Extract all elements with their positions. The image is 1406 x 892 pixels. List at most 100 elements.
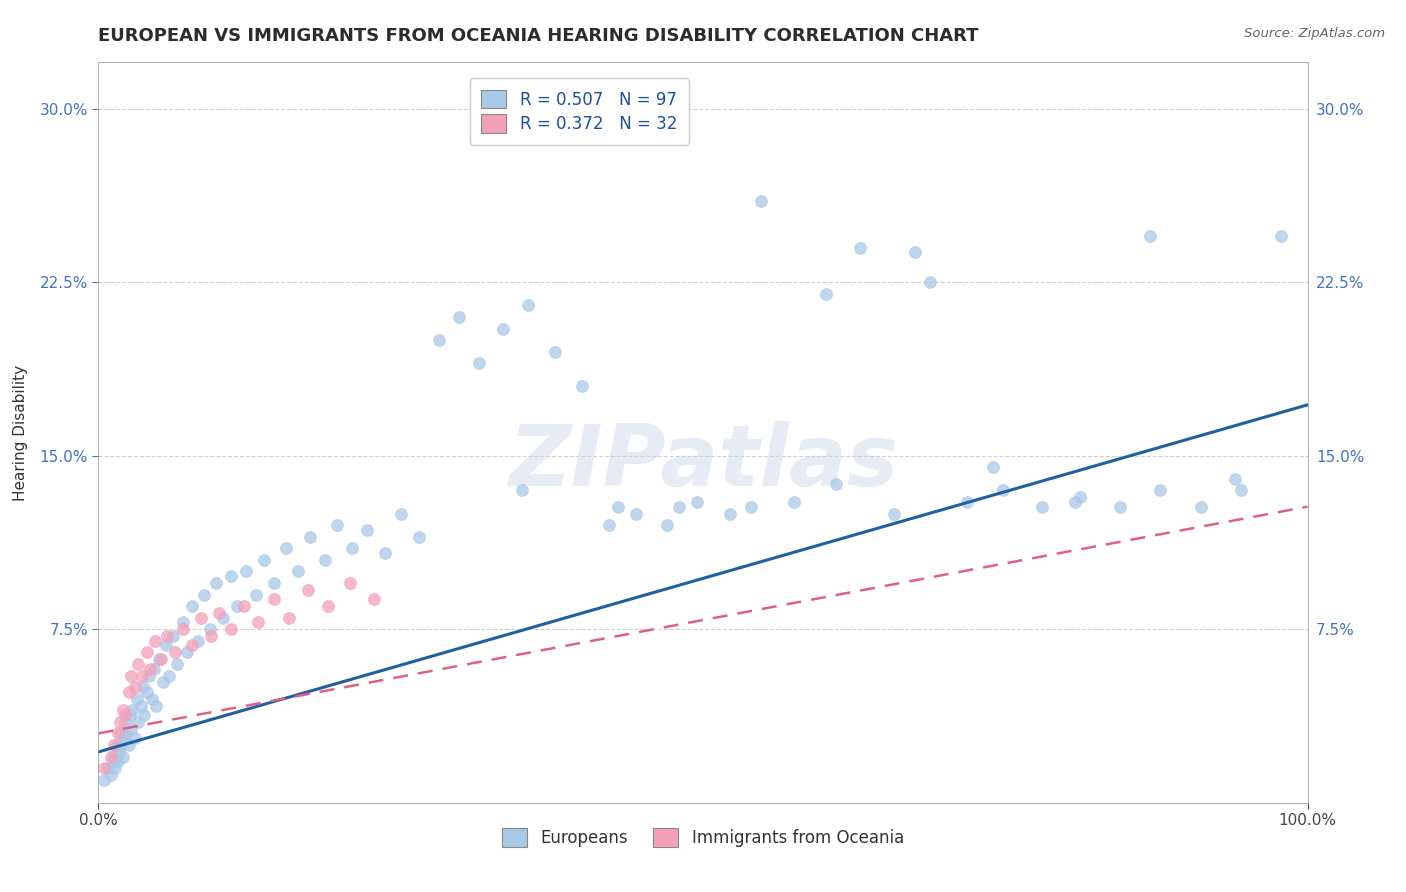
Point <box>1109 500 1132 514</box>
Text: ZIPatlas: ZIPatlas <box>508 421 898 504</box>
Point <box>749 194 772 209</box>
Point <box>111 749 134 764</box>
Point <box>263 592 285 607</box>
Point <box>108 714 131 729</box>
Point <box>166 657 188 671</box>
Point <box>253 553 276 567</box>
Point <box>118 685 141 699</box>
Point <box>718 507 741 521</box>
Point <box>108 745 131 759</box>
Point <box>190 610 212 624</box>
Point <box>991 483 1014 498</box>
Point <box>103 738 125 752</box>
Point <box>127 714 149 729</box>
Point <box>180 599 202 614</box>
Point <box>93 772 115 787</box>
Point <box>172 615 194 630</box>
Point <box>101 754 124 768</box>
Point <box>299 530 322 544</box>
Point <box>180 639 202 653</box>
Point <box>204 576 226 591</box>
Point <box>235 565 257 579</box>
Point <box>510 483 533 498</box>
Point <box>200 629 222 643</box>
Point <box>100 768 122 782</box>
Point <box>93 761 115 775</box>
Text: Source: ZipAtlas.com: Source: ZipAtlas.com <box>1244 27 1385 40</box>
Point <box>1270 229 1292 244</box>
Point <box>825 476 848 491</box>
Point <box>815 286 838 301</box>
Point <box>226 599 249 614</box>
Point <box>193 588 215 602</box>
Point <box>110 738 132 752</box>
Point <box>339 576 361 591</box>
Point <box>342 541 364 556</box>
Point <box>389 507 412 521</box>
Point <box>145 698 167 713</box>
Point <box>1149 483 1171 498</box>
Point <box>148 652 170 666</box>
Point <box>356 523 378 537</box>
Y-axis label: Hearing Disability: Hearing Disability <box>14 365 28 500</box>
Point <box>121 703 143 717</box>
Point <box>107 726 129 740</box>
Point <box>157 668 180 682</box>
Point <box>468 356 491 370</box>
Point <box>100 749 122 764</box>
Point <box>108 726 131 740</box>
Point <box>598 518 620 533</box>
Point <box>232 599 254 614</box>
Point <box>105 738 128 752</box>
Point <box>297 582 319 597</box>
Point <box>143 633 166 648</box>
Point <box>155 639 177 653</box>
Point <box>127 691 149 706</box>
Point <box>1064 495 1087 509</box>
Point <box>221 622 243 636</box>
Point <box>127 657 149 671</box>
Point <box>429 333 451 347</box>
Point <box>263 576 285 591</box>
Point <box>1230 483 1253 498</box>
Point <box>247 615 270 630</box>
Point <box>129 698 152 713</box>
Point <box>447 310 470 324</box>
Point <box>920 275 942 289</box>
Point <box>325 518 347 533</box>
Point <box>150 652 173 666</box>
Legend: Europeans, Immigrants from Oceania: Europeans, Immigrants from Oceania <box>495 822 911 854</box>
Point <box>198 622 221 636</box>
Point <box>124 680 146 694</box>
Point <box>883 507 905 521</box>
Point <box>1139 229 1161 244</box>
Point <box>981 460 1004 475</box>
Point <box>187 633 209 648</box>
Point <box>107 754 129 768</box>
Point <box>849 240 872 255</box>
Point <box>904 245 927 260</box>
Point <box>655 518 678 533</box>
Point <box>212 610 235 624</box>
Point <box>782 495 804 509</box>
Text: EUROPEAN VS IMMIGRANTS FROM OCEANIA HEARING DISABILITY CORRELATION CHART: EUROPEAN VS IMMIGRANTS FROM OCEANIA HEAR… <box>98 27 979 45</box>
Point <box>162 629 184 643</box>
Point <box>1069 491 1091 505</box>
Point <box>138 668 160 682</box>
Point <box>287 565 309 579</box>
Point <box>607 500 630 514</box>
Point <box>139 662 162 676</box>
Point <box>132 680 155 694</box>
Point <box>103 749 125 764</box>
Point <box>176 645 198 659</box>
Point <box>245 588 267 602</box>
Point <box>112 731 135 745</box>
Point <box>571 379 593 393</box>
Point <box>740 500 762 514</box>
Point <box>135 685 157 699</box>
Point <box>1189 500 1212 514</box>
Point <box>143 662 166 676</box>
Point <box>135 645 157 659</box>
Point <box>124 731 146 745</box>
Point <box>104 761 127 775</box>
